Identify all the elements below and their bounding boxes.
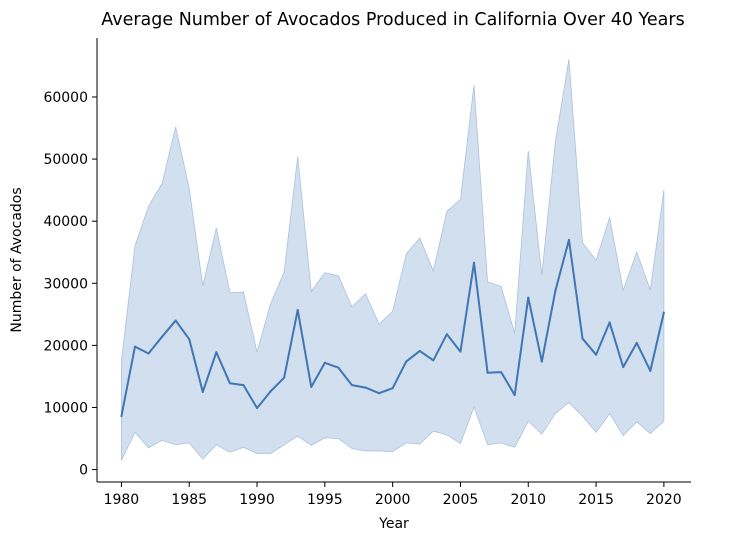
data-point (188, 338, 191, 341)
data-point (418, 349, 421, 352)
data-point (161, 335, 164, 338)
x-tick-label: 1980 (104, 492, 140, 508)
y-tick-label: 0 (79, 463, 88, 479)
data-point (269, 390, 272, 393)
x-tick-label: 1985 (171, 492, 207, 508)
data-point (432, 359, 435, 362)
data-point (635, 341, 638, 344)
x-tick-label: 2005 (443, 492, 479, 508)
x-axis-label: Year (378, 516, 409, 532)
data-point (228, 382, 231, 385)
data-point (527, 296, 530, 299)
data-point (567, 238, 570, 241)
data-point (391, 387, 394, 390)
y-tick-label: 30000 (43, 276, 88, 292)
data-point (350, 384, 353, 387)
data-point (473, 261, 476, 264)
data-point (337, 366, 340, 369)
y-tick-label: 10000 (43, 400, 88, 416)
y-axis-label: Number of Avocados (9, 187, 25, 332)
data-point (323, 361, 326, 364)
data-point (405, 360, 408, 363)
x-tick-label: 1995 (307, 492, 343, 508)
data-point (283, 376, 286, 379)
data-point (540, 360, 543, 363)
data-point (595, 353, 598, 356)
data-point (174, 319, 177, 322)
data-point (608, 321, 611, 324)
data-point (378, 392, 381, 395)
data-point (133, 345, 136, 348)
data-point (242, 384, 245, 387)
plot-area (120, 59, 665, 461)
data-point (147, 352, 150, 355)
data-point (581, 337, 584, 340)
data-point (201, 390, 204, 393)
x-tick-label: 2000 (375, 492, 411, 508)
y-tick-label: 60000 (43, 90, 88, 106)
data-point (662, 311, 665, 314)
data-point (622, 366, 625, 369)
x-tick-label: 2020 (646, 492, 682, 508)
data-point (120, 415, 123, 418)
confidence-band (121, 59, 665, 461)
chart-title: Average Number of Avocados Produced in C… (101, 10, 684, 30)
data-point (364, 386, 367, 389)
data-point (215, 351, 218, 354)
y-tick-label: 40000 (43, 214, 88, 230)
x-tick-label: 1990 (239, 492, 275, 508)
data-point (486, 371, 489, 374)
data-point (310, 385, 313, 388)
y-tick-label: 20000 (43, 338, 88, 354)
x-tick-label: 2010 (510, 492, 546, 508)
data-point (500, 371, 503, 374)
data-point (296, 308, 299, 311)
y-axis-ticks: 0 10000 20000 30000 40000 50000 60000 (43, 90, 97, 479)
data-point (513, 394, 516, 397)
y-tick-label: 50000 (43, 152, 88, 168)
data-point (554, 289, 557, 292)
data-point (649, 369, 652, 372)
data-point (256, 407, 259, 410)
x-tick-label: 2015 (578, 492, 614, 508)
data-point (445, 333, 448, 336)
x-axis-ticks: 1980 1985 1990 1995 2000 2005 2010 2015 2020 (104, 482, 682, 508)
data-point (459, 350, 462, 353)
